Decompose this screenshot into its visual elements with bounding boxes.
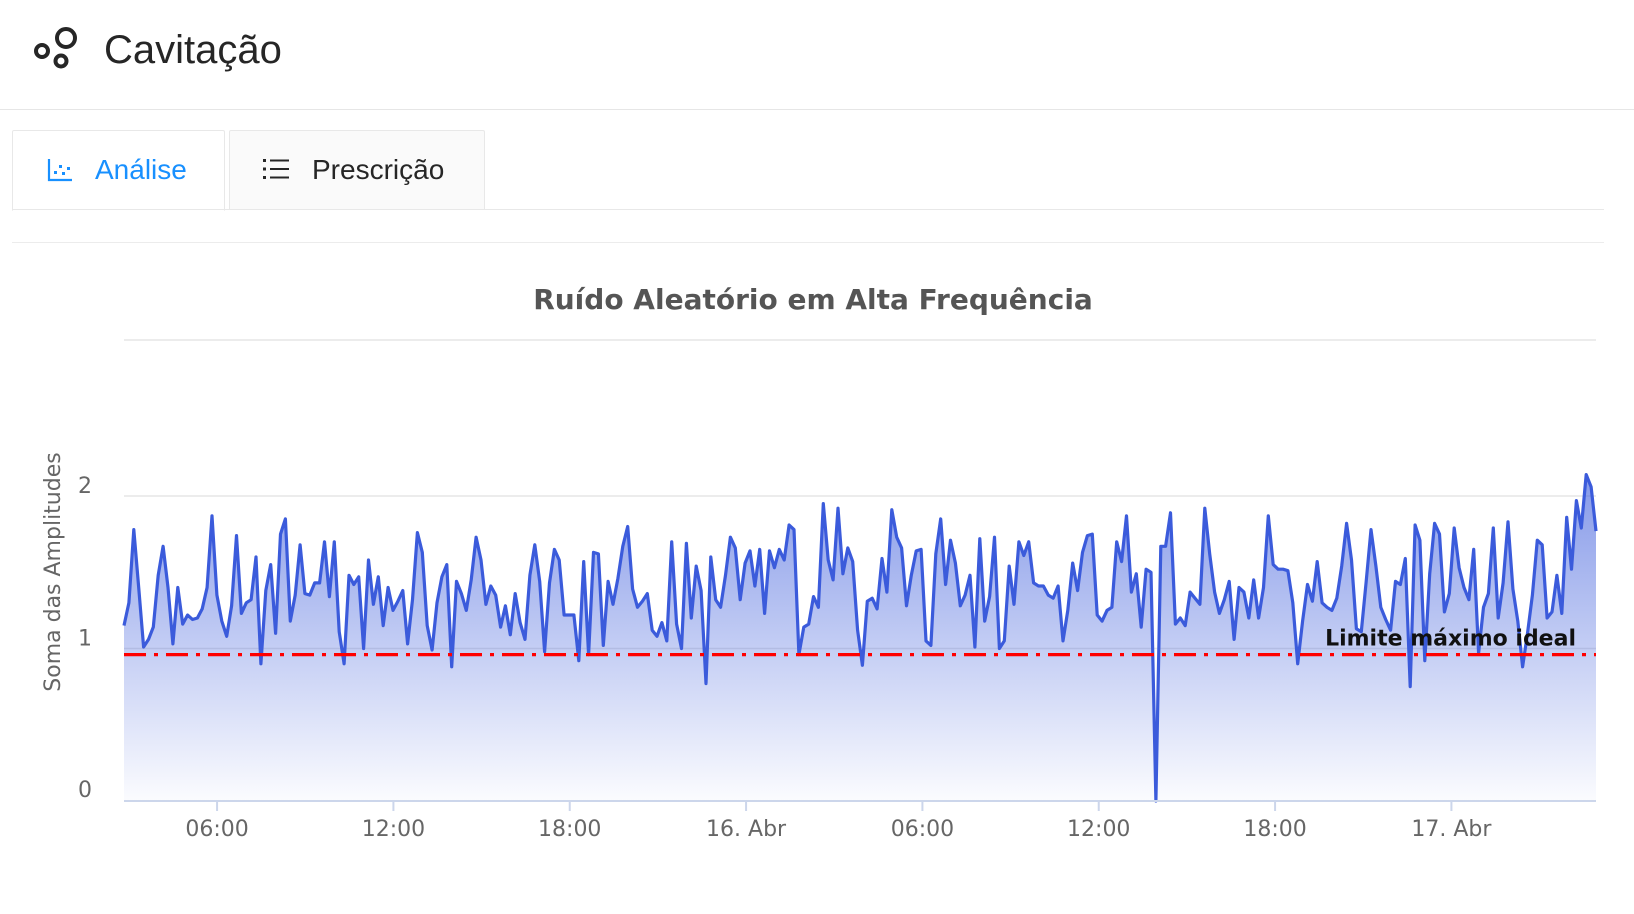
series-area [124,474,1596,801]
tab-prescricao-label: Prescrição [312,154,445,185]
y-axis-label: Soma das Amplitudes [41,452,66,691]
series-line [122,473,1598,803]
x-tick-label: 17. Abr [1411,817,1492,842]
threshold-label: Limite máximo ideal [1325,627,1576,652]
y-tick-label: 0 [78,778,92,803]
x-tick-label: 12:00 [362,817,425,842]
app-header: Cavitação [0,0,1634,110]
x-tick-label: 06:00 [185,817,248,842]
tab-analise-label: Análise [95,154,187,185]
chart-title: Ruído Aleatório em Alta Frequência [533,283,1093,316]
tab-analise[interactable]: Análise [12,130,225,211]
x-tick-label: 16. Abr [706,817,787,842]
list-icon [263,159,289,179]
x-tick-label: 12:00 [1067,817,1130,842]
page-title: Cavitação [104,28,282,72]
x-tick-label: 18:00 [1243,817,1306,842]
x-tick-label: 18:00 [538,817,601,842]
tab-prescricao[interactable]: Prescrição [229,130,485,210]
bubbles-icon [34,27,77,69]
content-divider [12,242,1604,243]
y-tick-label: 1 [78,627,92,652]
scatter-chart-icon [47,159,72,182]
y-tick-label: 2 [78,474,92,499]
tabs-divider [12,209,1604,210]
noise-chart: Ruído Aleatório em Alta Frequência 0 1 2 L… [41,283,1598,842]
x-tick-label: 06:00 [891,817,954,842]
